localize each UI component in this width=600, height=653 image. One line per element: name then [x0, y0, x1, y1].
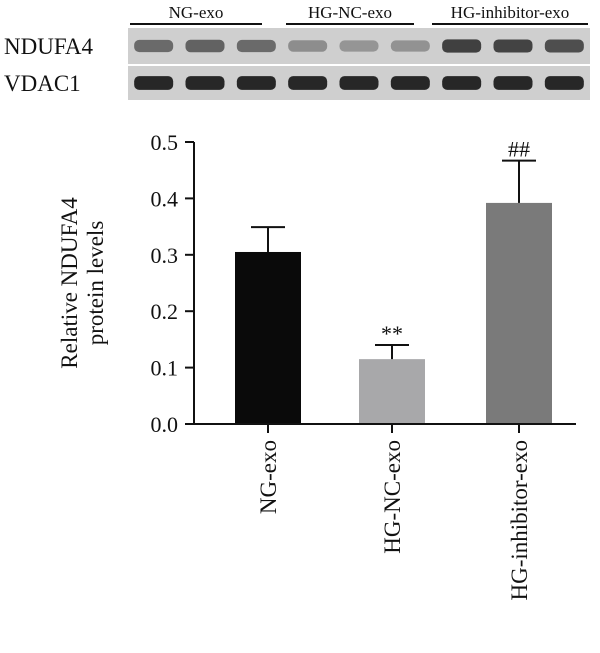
y-tick-label: 0.4	[151, 186, 179, 211]
blot-band	[390, 76, 430, 90]
blot-group-label: HG-NC-exo	[308, 3, 392, 22]
y-axis-title-line2: protein levels	[83, 221, 108, 346]
blot-band	[544, 76, 584, 90]
blot-band	[442, 76, 482, 90]
y-tick-label: 0.2	[151, 299, 179, 324]
blot-band	[442, 39, 482, 53]
y-tick-label: 0.5	[151, 130, 179, 155]
y-tick-label: 0.0	[151, 412, 179, 437]
blot-band	[544, 39, 584, 53]
blot-band	[493, 39, 533, 53]
blot-band	[185, 39, 225, 53]
blot-band	[288, 76, 328, 90]
blot-band	[134, 76, 174, 90]
y-tick-label: 0.3	[151, 243, 179, 268]
blot-band	[493, 76, 533, 90]
bar	[235, 251, 301, 424]
blot-group-label: NG-exo	[169, 3, 224, 22]
category-label: HG-NC-exo	[380, 440, 405, 554]
blot-band	[390, 40, 430, 52]
blot-band	[134, 39, 174, 53]
y-tick-label: 0.1	[151, 356, 179, 381]
category-label: HG-inhibitor-exo	[507, 440, 532, 601]
bar-chart: 0.0 0.1 0.2 0.3 0.4 0.5 ** ## NG-exo HG-NC-exo H…	[57, 130, 576, 601]
blot-band	[236, 39, 276, 53]
blot-band	[339, 40, 379, 52]
y-axis-title-line1: Relative NDUFA4	[57, 197, 82, 369]
blot-band	[236, 76, 276, 90]
western-blot-panel: NG-exo HG-NC-exo HG-inhibitor-exo NDUFA4 VD…	[4, 3, 590, 100]
blot-band	[288, 40, 328, 52]
significance-label: **	[381, 321, 403, 346]
bar	[359, 359, 425, 424]
blot-group-label: HG-inhibitor-exo	[451, 3, 570, 22]
blot-band	[339, 76, 379, 90]
blot-row-label: NDUFA4	[4, 34, 94, 59]
blot-band	[185, 76, 225, 90]
category-label: NG-exo	[256, 440, 281, 514]
blot-row-label: VDAC1	[4, 71, 81, 96]
bar	[486, 202, 552, 424]
significance-label: ##	[508, 137, 530, 162]
